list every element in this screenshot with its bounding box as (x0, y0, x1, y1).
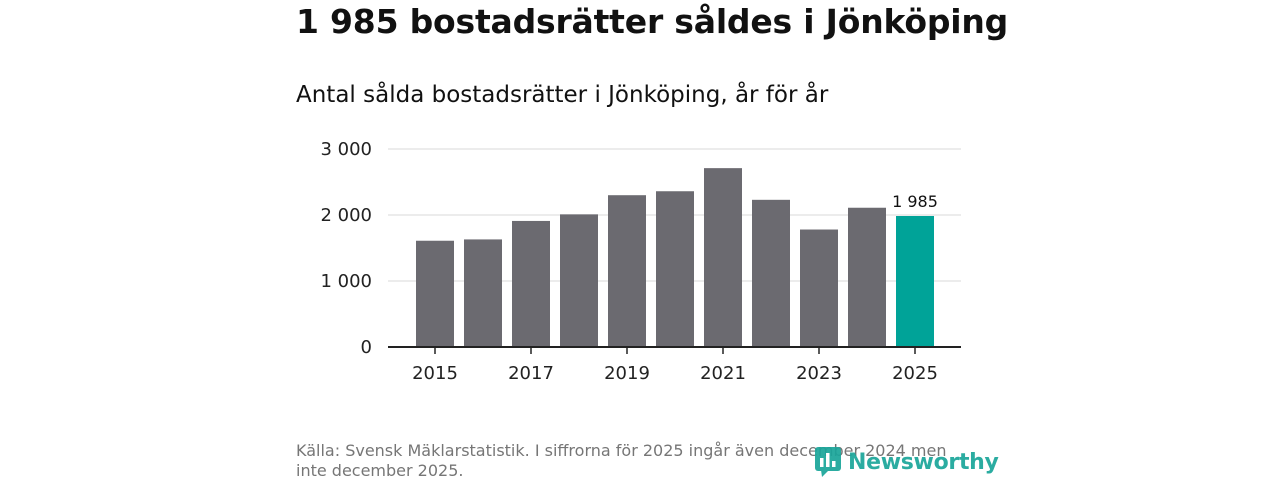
brand-logo: Newsworthy (814, 446, 999, 478)
bar-2024 (848, 207, 886, 347)
bar-2015 (416, 240, 454, 347)
chart-subtitle: Antal sålda bostadsrätter i Jönköping, å… (296, 82, 829, 108)
y-tick-label: 0 (361, 337, 372, 358)
x-tick-label: 2023 (796, 363, 842, 384)
bar-2018 (560, 214, 598, 347)
bar-chart: 0 1 000 2 000 3 000 1 985 2015 2017 2019 2021 202… (320, 139, 961, 384)
bar-2017 (512, 220, 550, 347)
bar-2019 (608, 195, 646, 347)
y-tick-label: 3 000 (320, 139, 372, 160)
bar-2016 (464, 239, 502, 347)
bar-2025 (896, 215, 934, 347)
y-tick-label: 1 000 (320, 271, 372, 292)
x-tick-label: 2021 (700, 363, 746, 384)
x-tick-label: 2025 (892, 363, 938, 384)
bar-2021 (704, 168, 742, 347)
y-tick-label: 2 000 (320, 205, 372, 226)
x-tick-label: 2017 (508, 363, 554, 384)
bar-chart-bubble-icon (815, 447, 841, 477)
source-note: Källa: Svensk Mäklarstatistik. I siffror… (296, 441, 947, 480)
bar-2022 (752, 199, 790, 347)
bar-2023 (800, 229, 838, 347)
bar-2020 (656, 191, 694, 347)
brand-name: Newsworthy (848, 449, 999, 475)
x-tick-label: 2019 (604, 363, 650, 384)
x-tick-label: 2015 (412, 363, 458, 384)
data-label: 1 985 (892, 192, 938, 211)
chart-title: 1 985 bostadsrätter såldes i Jönköping (296, 2, 1009, 41)
